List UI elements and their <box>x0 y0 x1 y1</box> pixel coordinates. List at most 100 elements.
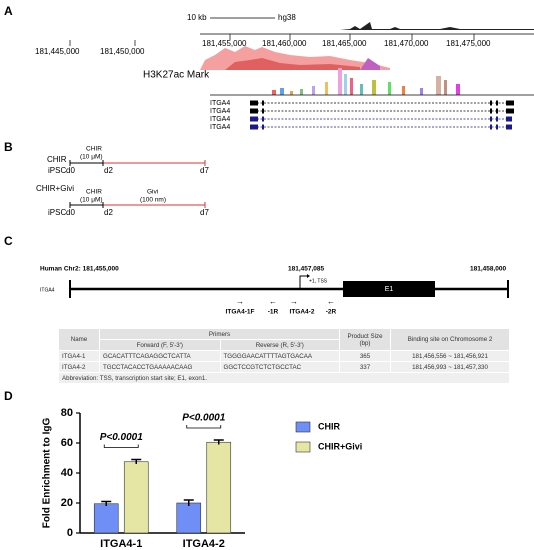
primer-label: -1R <box>268 309 279 316</box>
exon-block <box>262 116 264 122</box>
day: d2 <box>104 166 113 175</box>
panel-label: B <box>4 140 13 154</box>
position-label: 181,450,000 <box>100 47 145 56</box>
gene-label: ITGA4 <box>40 287 55 293</box>
exon-block <box>496 108 498 114</box>
table-header: Primers <box>99 328 340 340</box>
gene-label: ITGA4 <box>210 116 230 123</box>
position-label: 181,470,000 <box>384 39 429 48</box>
panel-label: D <box>4 389 13 403</box>
locus-start: Human Chr2: 181,455,000 <box>40 266 119 273</box>
table-cell: ITGA4-2 <box>58 361 100 373</box>
day: d0 <box>66 208 75 217</box>
y-tick-label: 80 <box>61 407 73 419</box>
bar <box>176 502 202 534</box>
table-header: Name <box>58 328 100 351</box>
bar-chart: 0 20 40 60 80 Fold Enrichment to IgG ITGA4-1 P<… <box>42 407 363 550</box>
panel-label: C <box>4 234 13 248</box>
table-cell: 181,456,556 ~ 181,456,921 <box>390 350 510 362</box>
exon-block <box>262 124 264 130</box>
primer-arrow: → <box>290 297 298 306</box>
table-cell: GGCTCCGTCTCTGCCTAC <box>219 361 340 373</box>
panel-label: A <box>4 4 13 18</box>
error-bar <box>183 499 194 506</box>
day: d2 <box>104 208 113 217</box>
position-label: 181,465,000 <box>322 39 367 48</box>
legend-swatch <box>295 421 311 433</box>
table-header: Product Size (bp) <box>339 328 391 351</box>
primer-table: Name Primers Product Size (bp) Binding s… <box>58 328 510 384</box>
legend-label: CHIR+Givi <box>318 441 362 451</box>
y-tick-label: 40 <box>61 467 73 479</box>
exon-block <box>262 100 264 106</box>
condition-name: CHIR <box>47 155 67 164</box>
y-tick-label: 20 <box>61 497 73 509</box>
legend-swatch <box>295 441 311 453</box>
tss-position: 181,457,085 <box>288 266 325 273</box>
track-label: H3K27ac Mark <box>143 70 210 81</box>
treatment: CHIR <box>86 146 102 153</box>
significance-bracket <box>186 425 222 429</box>
dose: (10 μM) <box>80 154 103 161</box>
p-value: P<0.0001 <box>100 432 144 443</box>
gene-label: ITGA4 <box>210 108 230 115</box>
treatment: CHIR <box>86 189 102 196</box>
exon-label: E1 <box>385 286 394 293</box>
primer-arrow: ← <box>269 297 277 306</box>
exon-block <box>262 108 264 114</box>
tss-label: +1, TSS <box>309 278 328 284</box>
position-ruler: 181,445,000 181,450,000 181,455,000 181,460… <box>35 33 534 56</box>
primer-arrow: ← <box>327 297 335 306</box>
table-cell: 337 <box>339 361 391 373</box>
exon-block <box>496 124 498 130</box>
primer-label: ITGA4-1F <box>226 309 255 316</box>
exon-block <box>496 100 498 106</box>
exon-block <box>490 124 492 130</box>
x-tick-label: ITGA4-2 <box>183 538 225 550</box>
day: d7 <box>200 166 209 175</box>
day: d0 <box>66 166 75 175</box>
dose: (10 μM) <box>80 197 103 204</box>
table-subheader: Forward (F, 5'-3') <box>99 339 221 351</box>
exon-block <box>496 116 498 122</box>
tss-arrow <box>299 275 307 289</box>
bar <box>123 461 149 534</box>
primer-label: ITGA4-2 <box>290 309 315 316</box>
signal-track <box>340 22 534 30</box>
gene-label: ITGA4 <box>210 100 230 107</box>
tss-arrow-head <box>307 274 310 278</box>
error-bar <box>213 439 224 445</box>
error-bar <box>131 458 142 464</box>
exon-block <box>250 124 258 130</box>
exon-block <box>506 124 512 130</box>
day: d7 <box>200 208 209 217</box>
bar <box>206 441 232 534</box>
exon-block <box>490 116 492 122</box>
table-footnote: Abbreviation: TSS, transcription start s… <box>58 372 510 384</box>
y-tick-label: 60 <box>61 437 73 449</box>
position-label: 181,455,000 <box>202 39 247 48</box>
p-value: P<0.0001 <box>182 413 226 424</box>
y-tick-label: 0 <box>67 527 73 539</box>
cell: iPSC <box>48 208 66 217</box>
x-tick-label: ITGA4-1 <box>100 538 142 550</box>
significance-bracket <box>103 444 139 448</box>
condition-name: CHIR+Givi <box>36 184 74 193</box>
exon-block <box>506 100 514 106</box>
table-header: Binding site on Chromosome 2 <box>390 328 510 351</box>
genome-label: hg38 <box>278 13 296 22</box>
treatment: Givi <box>147 189 158 196</box>
primer-arrow: → <box>236 297 244 306</box>
position-label: 181,445,000 <box>35 47 80 56</box>
position-label: 181,475,000 <box>446 39 491 48</box>
exon-block <box>250 108 258 114</box>
locus-end: 181,458,000 <box>470 266 507 273</box>
cell: iPSC <box>48 166 66 175</box>
table-subheader: Reverse (R, 5'-3') <box>219 339 340 351</box>
position-label: 181,460,000 <box>262 39 307 48</box>
legend-label: CHIR <box>318 421 340 431</box>
h3k27ac-track <box>225 58 360 70</box>
exon-block <box>490 100 492 106</box>
